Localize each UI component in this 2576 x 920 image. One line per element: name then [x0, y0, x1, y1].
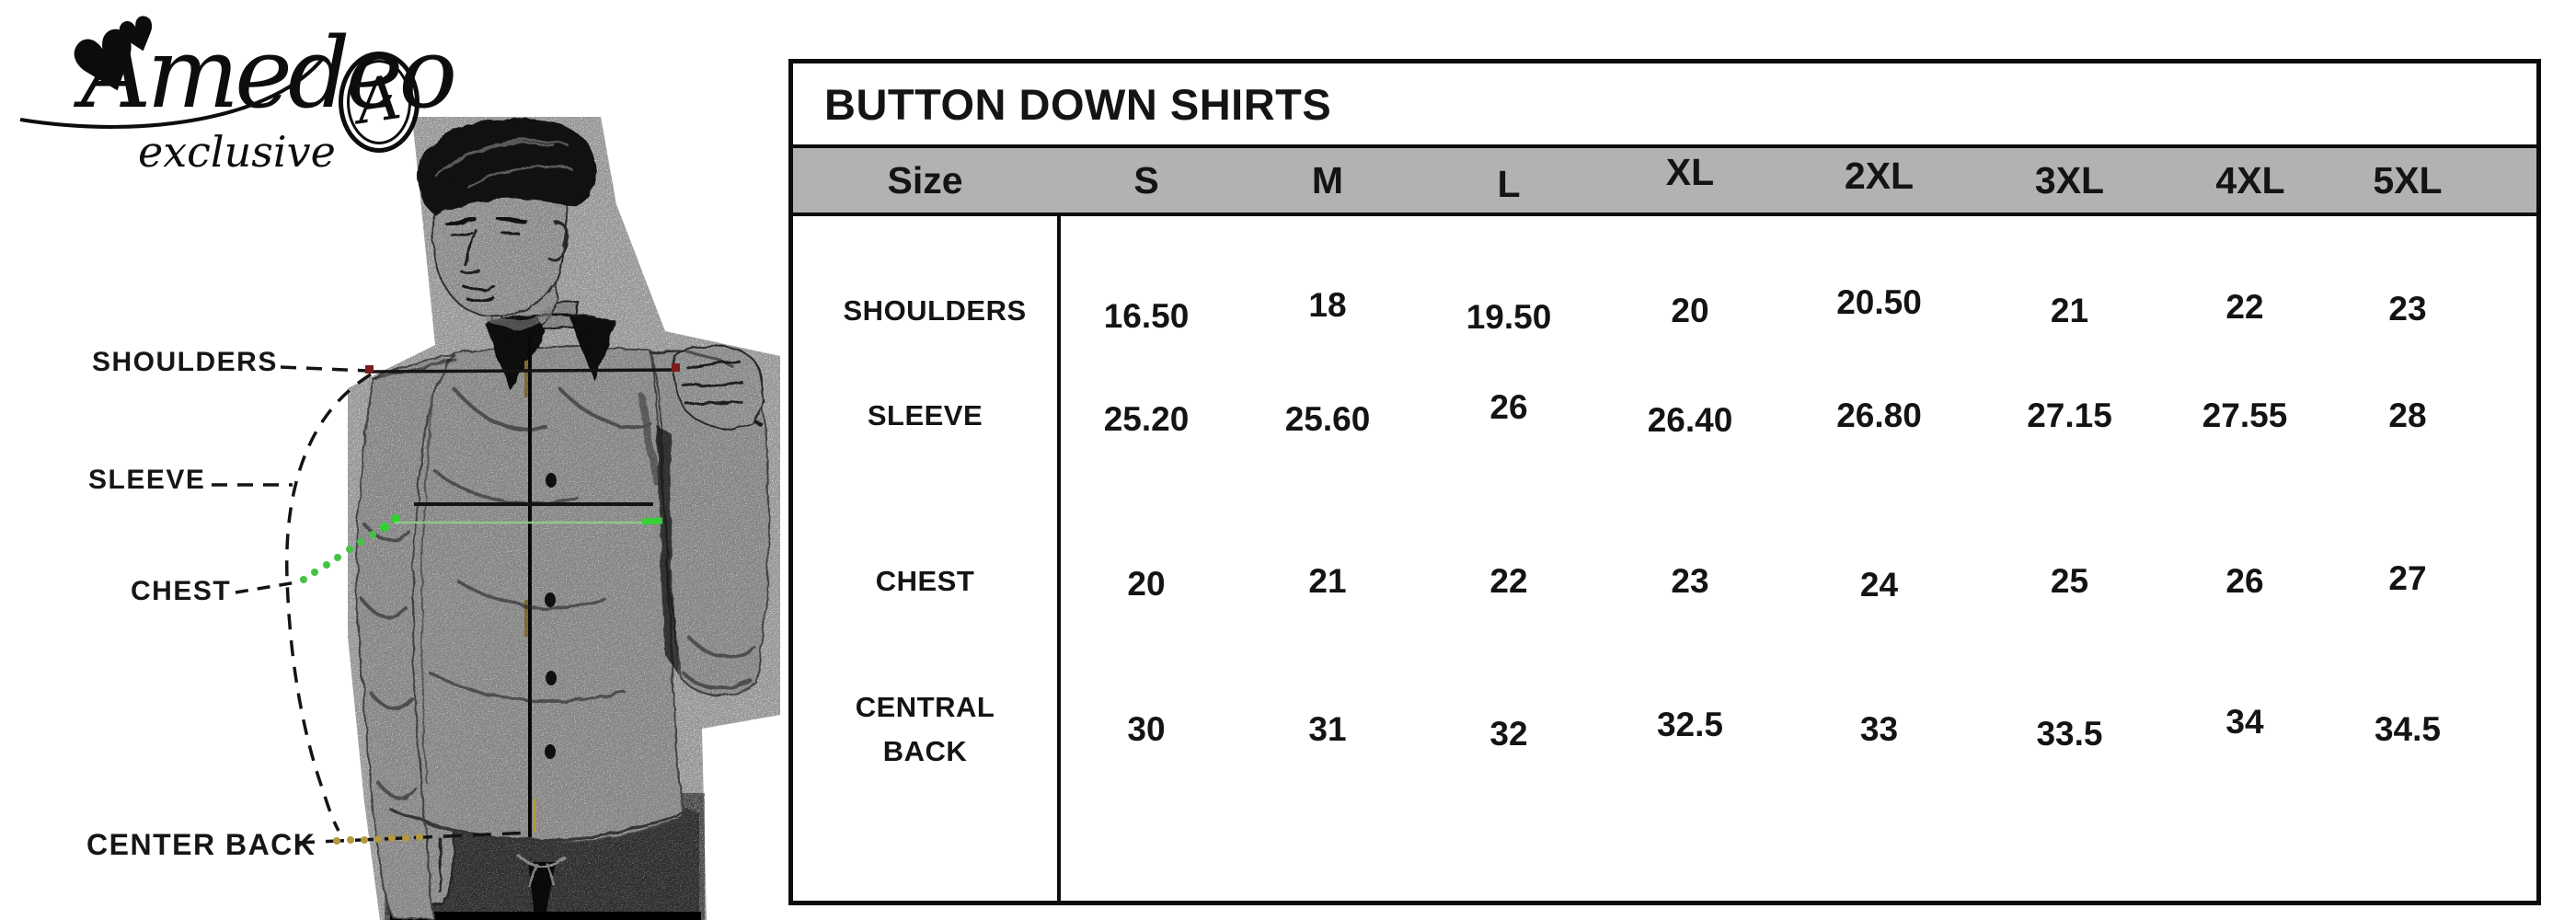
- diagram-label-chest: CHEST: [131, 576, 232, 606]
- cell-chest-s: 20: [1127, 565, 1166, 603]
- table-row-shoulders: SHOULDERS 16.50 18 19.50 20 20.50 21 22 …: [793, 216, 2536, 371]
- header-cell-xl: XL: [1665, 150, 1715, 193]
- brand-tagline: exclusive: [138, 127, 336, 177]
- cell-shoulders-m: 18: [1308, 286, 1347, 324]
- row-label: SLEEVE: [867, 398, 983, 431]
- monogram-inner-ring: A: [347, 60, 411, 144]
- header-cell-l: L: [1497, 162, 1521, 205]
- diagram-label-shoulders: SHOULDERS: [92, 347, 278, 377]
- cell-chest-xl: 23: [1671, 562, 1709, 600]
- header-cell-size: Size: [887, 158, 963, 201]
- table-row-sleeve: SLEEVE 25.20 25.60 26 26.40 26.80 27.15 …: [793, 371, 2536, 483]
- label-column-divider: [1057, 216, 1061, 903]
- cell-shoulders-xl: 20: [1671, 292, 1709, 329]
- cell-shoulders-4xl: 22: [2225, 288, 2264, 326]
- model-sketch-illustration: [348, 117, 780, 920]
- chest-leader-line: [235, 581, 297, 594]
- cell-shoulders-l: 19.50: [1466, 298, 1552, 336]
- sketch-grain-texture: [348, 117, 780, 920]
- cell-central-back-l: 32: [1489, 715, 1528, 753]
- cell-chest-5xl: 27: [2388, 559, 2427, 597]
- cell-central-back-4xl: 34: [2225, 703, 2264, 741]
- cell-central-back-s: 30: [1127, 710, 1166, 748]
- cell-central-back-m: 31: [1308, 710, 1347, 748]
- cell-chest-3xl: 25: [2050, 562, 2089, 600]
- cell-central-back-xl: 32.5: [1656, 706, 1723, 743]
- row-label: SHOULDERS: [843, 293, 1027, 327]
- row-label: CENTRAL BACK: [855, 690, 995, 767]
- table-empty-space: [793, 831, 2536, 903]
- size-table-title: BUTTON DOWN SHIRTS: [793, 63, 2536, 148]
- header-cell-4xl: 4XL: [2215, 158, 2285, 201]
- cell-central-back-2xl: 33: [1859, 710, 1899, 748]
- size-table: BUTTON DOWN SHIRTS Size S M L XL 2XL 3XL…: [788, 59, 2541, 905]
- header-cell-3xl: 3XL: [2034, 158, 2105, 201]
- cell-sleeve-5xl: 28: [2388, 397, 2427, 434]
- header-cell-m: M: [1311, 158, 1344, 201]
- brand-logo: ♥ ♥ Amedeo exclusive A: [0, 0, 457, 202]
- row-label: CHEST: [875, 564, 975, 597]
- cell-sleeve-3xl: 27.15: [2027, 397, 2112, 434]
- cell-chest-l: 22: [1489, 562, 1528, 600]
- cell-sleeve-4xl: 27.55: [2202, 397, 2288, 434]
- cell-sleeve-xl: 26.40: [1647, 401, 1733, 439]
- diagram-label-center-back: CENTER BACK: [86, 828, 316, 861]
- table-row-central-back: CENTRAL BACK 30 31 32 32.5 33 33.5 34 34…: [793, 654, 2536, 831]
- cell-chest-m: 21: [1308, 562, 1347, 600]
- size-table-header-row: Size S M L XL 2XL 3XL 4XL 5XL: [793, 148, 2536, 216]
- cell-sleeve-m: 25.60: [1284, 400, 1371, 438]
- size-table-title-text: BUTTON DOWN SHIRTS: [824, 79, 1332, 129]
- cell-shoulders-s: 16.50: [1103, 297, 1190, 335]
- cell-central-back-5xl: 34.5: [2374, 710, 2441, 748]
- brand-monogram-badge: A: [339, 52, 420, 153]
- cell-sleeve-2xl: 26.80: [1836, 397, 1922, 434]
- cell-shoulders-3xl: 21: [2050, 292, 2089, 329]
- header-cell-5xl: 5XL: [2373, 158, 2443, 201]
- cell-sleeve-s: 25.20: [1103, 400, 1190, 438]
- logo-swash: [19, 55, 326, 129]
- cell-sleeve-l: 26: [1489, 388, 1528, 426]
- cell-chest-2xl: 24: [1859, 566, 1899, 604]
- size-table-body: SHOULDERS 16.50 18 19.50 20 20.50 21 22 …: [793, 216, 2536, 903]
- table-row-chest: CHEST 20 21 22 23 24 25 26 27: [793, 483, 2536, 654]
- cell-chest-4xl: 26: [2225, 562, 2264, 600]
- header-cell-2xl: 2XL: [1844, 154, 1915, 197]
- cell-central-back-3xl: 33.5: [2036, 715, 2103, 753]
- diagram-label-sleeve: SLEEVE: [88, 465, 206, 495]
- header-cell-s: S: [1133, 158, 1159, 201]
- cell-shoulders-2xl: 20.50: [1836, 283, 1922, 321]
- cell-shoulders-5xl: 23: [2388, 290, 2427, 328]
